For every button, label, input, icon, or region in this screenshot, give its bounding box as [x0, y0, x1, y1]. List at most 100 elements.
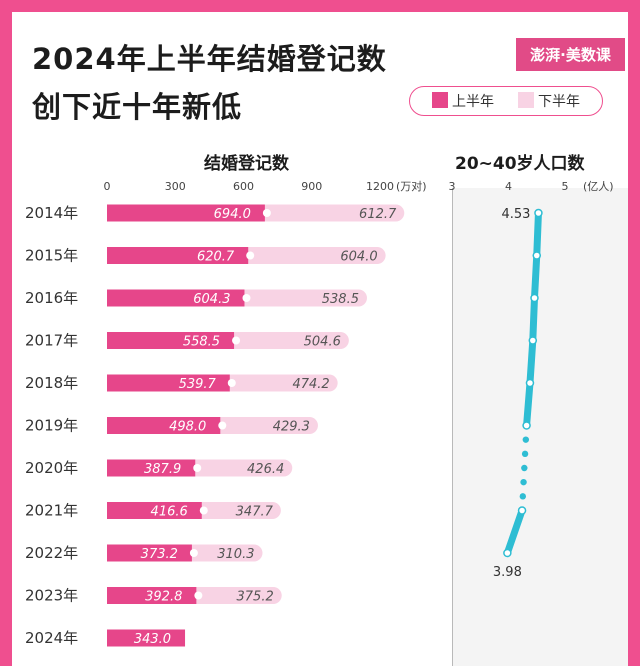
value-label-h1: 498.0 — [169, 420, 206, 435]
bar-h2 — [226, 332, 349, 349]
value-label-h2: 604.0 — [340, 250, 377, 265]
value-label-h1: 392.8 — [145, 590, 182, 605]
pop-dot-gap — [521, 450, 529, 458]
legend-label-h2: 下半年 — [538, 94, 580, 110]
pop-label-last: 3.98 — [493, 565, 522, 580]
pop-point — [530, 293, 539, 303]
year-label: 2021年 — [25, 502, 78, 520]
bar-h2 — [188, 587, 282, 604]
pop-dot-gap — [522, 436, 530, 443]
bar-h1 — [107, 247, 249, 264]
legend-item-h2: 下半年 — [518, 91, 580, 111]
value-label-h2: 474.2 — [292, 377, 329, 392]
bar-h1 — [107, 374, 230, 392]
value-label-h1: 558.5 — [183, 335, 220, 350]
heart-marker — [246, 251, 255, 260]
value-label-h1: 620.7 — [197, 250, 235, 265]
legend-label-h1: 上半年 — [452, 94, 494, 110]
value-label-h2: 375.2 — [237, 590, 274, 605]
pop-x-unit: (亿人) — [583, 180, 614, 193]
heart-marker — [218, 421, 227, 430]
value-label-h1: 694.0 — [214, 207, 251, 222]
bar-x-tick: 1200 — [366, 180, 394, 193]
bar-h2 — [240, 247, 386, 264]
bar-x-tick: 900 — [301, 180, 322, 193]
value-label-h2: 429.3 — [273, 420, 310, 435]
pop-dot-gap — [521, 464, 528, 472]
pop-panel-title: 20~40岁人口数 — [455, 154, 585, 174]
heart-marker — [194, 591, 203, 600]
bar-h2 — [236, 289, 367, 307]
value-label-h2: 538.5 — [322, 292, 359, 307]
bar-h2 — [187, 459, 293, 477]
value-label-h1: 416.6 — [151, 505, 188, 520]
value-label-h2: 347.7 — [236, 505, 274, 520]
value-label-h1: 539.7 — [179, 377, 217, 392]
pop-panel-background — [452, 188, 628, 666]
bar-x-unit: (万对) — [396, 179, 427, 193]
year-label: 2024年 — [25, 629, 78, 647]
pop-line-solid — [523, 209, 542, 429]
pop-point — [525, 378, 535, 388]
bar-panel-title: 结婚登记数 — [204, 154, 289, 174]
bar-h1 — [107, 417, 221, 434]
value-label-h1: 387.9 — [144, 462, 181, 477]
bar-x-tick: 600 — [233, 180, 254, 193]
year-label: 2017年 — [25, 332, 78, 350]
bar-x-tick: 300 — [165, 180, 186, 193]
legend-swatch-h1 — [432, 92, 448, 108]
value-label-h2: 310.3 — [217, 547, 254, 562]
value-label-h1: 373.2 — [141, 547, 178, 562]
brand-logo: 澎湃·美数课 — [516, 38, 625, 71]
year-label: 2019年 — [25, 417, 78, 435]
bar-h1 — [107, 289, 245, 307]
chart-title-line1: 2024年上半年结婚登记数 — [32, 42, 387, 76]
bar-h1 — [107, 204, 265, 222]
pop-x-tick: 3 — [449, 180, 456, 193]
bar-h1 — [107, 502, 202, 519]
pop-x-tick: 4 — [505, 180, 512, 193]
legend-item-h1: 上半年 — [432, 91, 494, 111]
heart-marker — [242, 294, 251, 302]
pop-point — [503, 548, 512, 558]
year-label: 2016年 — [25, 289, 78, 307]
value-label-h2: 426.4 — [247, 462, 284, 477]
heart-marker — [193, 464, 202, 472]
value-label-h2: 612.7 — [359, 207, 397, 222]
pop-dot-gap — [519, 493, 527, 500]
value-label-h1: 343.0 — [134, 632, 171, 647]
year-label: 2018年 — [25, 374, 78, 392]
bar-h2 — [221, 374, 338, 392]
bar-h1 — [107, 587, 197, 604]
year-label: 2014年 — [25, 204, 78, 222]
heart-marker — [232, 336, 241, 345]
pop-dot-gap — [520, 478, 527, 486]
legend-swatch-h2 — [518, 92, 534, 108]
heart-marker — [227, 379, 236, 387]
pop-point — [522, 421, 531, 430]
value-label-h1: 604.3 — [193, 292, 230, 307]
year-label: 2020年 — [25, 459, 78, 477]
pop-line-solid — [503, 507, 526, 557]
legend: 上半年 下半年 — [409, 86, 603, 116]
year-label: 2015年 — [25, 247, 78, 265]
heart-marker — [189, 549, 198, 557]
year-label: 2023年 — [25, 587, 78, 605]
bar-h2 — [183, 544, 263, 562]
bar-h2 — [212, 417, 318, 434]
bar-h1 — [107, 629, 186, 647]
pop-label-first: 4.53 — [501, 207, 530, 222]
bar-x-tick: 0 — [104, 180, 111, 193]
pop-point — [528, 336, 538, 345]
year-label: 2022年 — [25, 544, 78, 562]
bar-h1 — [107, 459, 196, 477]
pop-point — [532, 251, 541, 260]
bar-h2 — [193, 502, 281, 519]
heart-marker — [262, 209, 271, 217]
bar-h2 — [256, 204, 405, 222]
pop-point — [534, 208, 543, 218]
chart-title-line2: 创下近十年新低 — [32, 90, 243, 124]
bar-h1 — [107, 332, 235, 349]
pop-x-tick: 5 — [562, 180, 569, 193]
